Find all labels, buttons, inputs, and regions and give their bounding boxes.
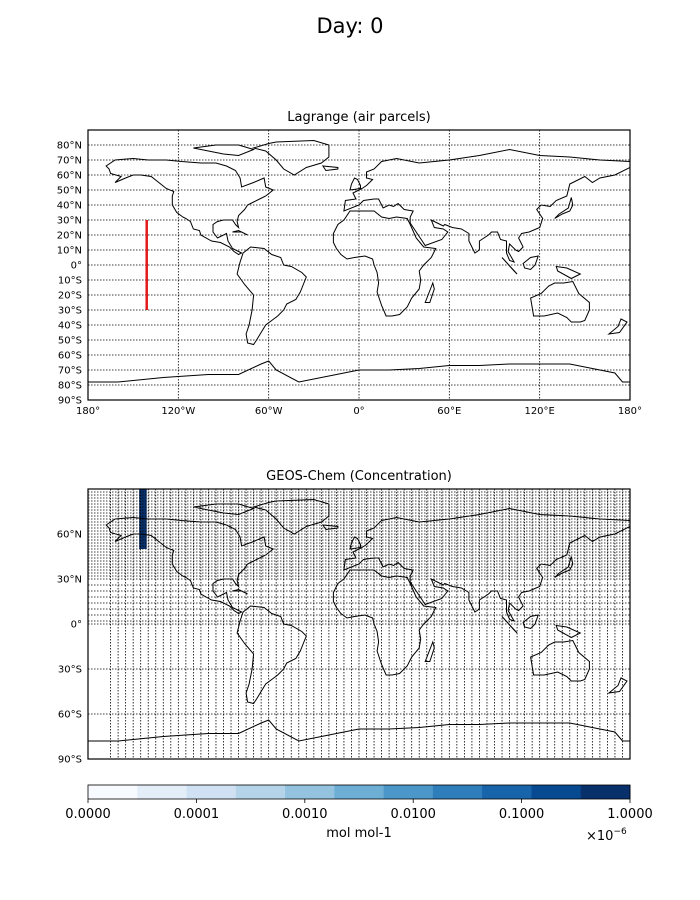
lat-tick-label: 30°S: [58, 665, 82, 676]
map-frame: [87, 488, 631, 760]
lat-tick-label: 70°S: [58, 366, 82, 377]
coastline: [321, 524, 339, 531]
lat-tick-label: 90°S: [58, 755, 82, 766]
colorbar-swatch: [285, 785, 335, 799]
coastline: [424, 281, 435, 303]
colorbar-swatch: [531, 785, 582, 799]
colorbar-swatch: [383, 785, 434, 799]
coastline: [522, 255, 539, 271]
lon-tick-label: 0°: [353, 406, 364, 417]
lat-tick-label: 40°N: [57, 201, 82, 212]
colorbar-tick-label: 0.0001: [174, 807, 220, 822]
lat-tick-label: 30°N: [57, 575, 82, 586]
lon-tick-label: 60°E: [437, 406, 461, 417]
colorbar-multiplier-exponent: −6: [613, 827, 627, 837]
coastline: [554, 556, 574, 578]
lat-tick-label: 80°N: [57, 141, 82, 152]
colorbar-tick-label: 0.0100: [390, 807, 436, 822]
coastline: [554, 197, 574, 219]
colorbar-swatch: [432, 785, 483, 799]
lat-tick-label: 80°S: [58, 381, 82, 392]
coastline: [555, 265, 582, 280]
coastline: [332, 569, 437, 676]
coastline: [232, 588, 248, 595]
colorbar: 0.0000 0.0001 0.0010 0.0100 0.1000 1.0000 mol …: [65, 784, 653, 844]
lat-tick-label: 70°N: [57, 156, 82, 167]
coastline: [607, 318, 628, 335]
panel-title: Lagrange (air parcels): [287, 110, 430, 125]
lat-tick-label: 60°S: [58, 351, 82, 362]
colorbar-tick-label: 1.0000: [607, 807, 653, 822]
lat-tick-label: 50°S: [58, 336, 82, 347]
colorbar-tick-label: 0.1000: [499, 807, 545, 822]
lat-tick-label: 0°: [71, 620, 82, 631]
coastline: [349, 177, 361, 191]
coastline: [343, 148, 630, 263]
colorbar-tick-label: 0.0000: [65, 807, 111, 822]
colorbar-label: mol mol-1: [326, 826, 392, 841]
lat-tick-label: 50°N: [57, 186, 82, 197]
lon-tick-label: 120°E: [524, 406, 554, 417]
geoschem-panel: GEOS-Chem (Concentration) 60°N 30°N 0° 30°S 6…: [57, 469, 631, 766]
panel-title: GEOS-Chem (Concentration): [266, 469, 452, 484]
lon-tick-label: 180°: [76, 406, 100, 417]
colorbar-swatch: [235, 785, 286, 799]
lat-tick-label: 30°N: [57, 216, 82, 227]
coastline: [236, 246, 307, 346]
coastline: [193, 503, 256, 516]
lat-tick-label: 10°N: [57, 246, 82, 257]
coastline: [501, 257, 518, 275]
coastline: [105, 516, 275, 615]
colorbar-swatch: [482, 785, 532, 799]
lon-tick-label: 180°: [618, 406, 642, 417]
coastline: [232, 229, 248, 236]
lon-tick-label: 120°W: [161, 406, 195, 417]
coastline: [251, 139, 330, 176]
colorbar-swatch: [580, 785, 631, 799]
map-frame: [87, 129, 631, 401]
lat-tick-label: 20°S: [58, 291, 82, 302]
lat-tick-label: 60°N: [57, 171, 82, 182]
lagrange-panel: Lagrange (air parcels) 80°N 70°N 60°N 50°N 40…: [57, 110, 642, 417]
lat-tick-label: 30°S: [58, 306, 82, 317]
colorbar-swatch: [334, 785, 385, 799]
lat-tick-label: 60°N: [57, 530, 82, 541]
colorbar-tick-label: 0.0010: [282, 807, 328, 822]
lon-tick-label: 60°W: [255, 406, 283, 417]
coastline: [105, 157, 275, 256]
coastline: [193, 144, 256, 157]
lat-tick-label: 60°S: [58, 710, 82, 721]
figure-title: Day: 0: [316, 14, 384, 38]
coastline: [522, 614, 539, 630]
coastline: [607, 677, 628, 694]
lat-tick-label: 0°: [71, 261, 82, 272]
coastline: [332, 210, 437, 317]
lat-tick-label: 10°S: [58, 276, 82, 287]
coastline: [321, 165, 339, 172]
colorbar-swatch: [137, 785, 188, 799]
colorbar-swatch: [186, 785, 237, 799]
colorbar-multiplier: ×10−6: [586, 827, 627, 844]
coastline: [236, 605, 307, 705]
colorbar-frame: [87, 784, 631, 800]
lat-tick-label: 20°N: [57, 231, 82, 242]
lat-tick-label: 90°S: [58, 396, 82, 407]
lat-tick-label: 40°S: [58, 321, 82, 332]
colorbar-swatch: [88, 785, 138, 799]
coastline: [555, 624, 582, 639]
